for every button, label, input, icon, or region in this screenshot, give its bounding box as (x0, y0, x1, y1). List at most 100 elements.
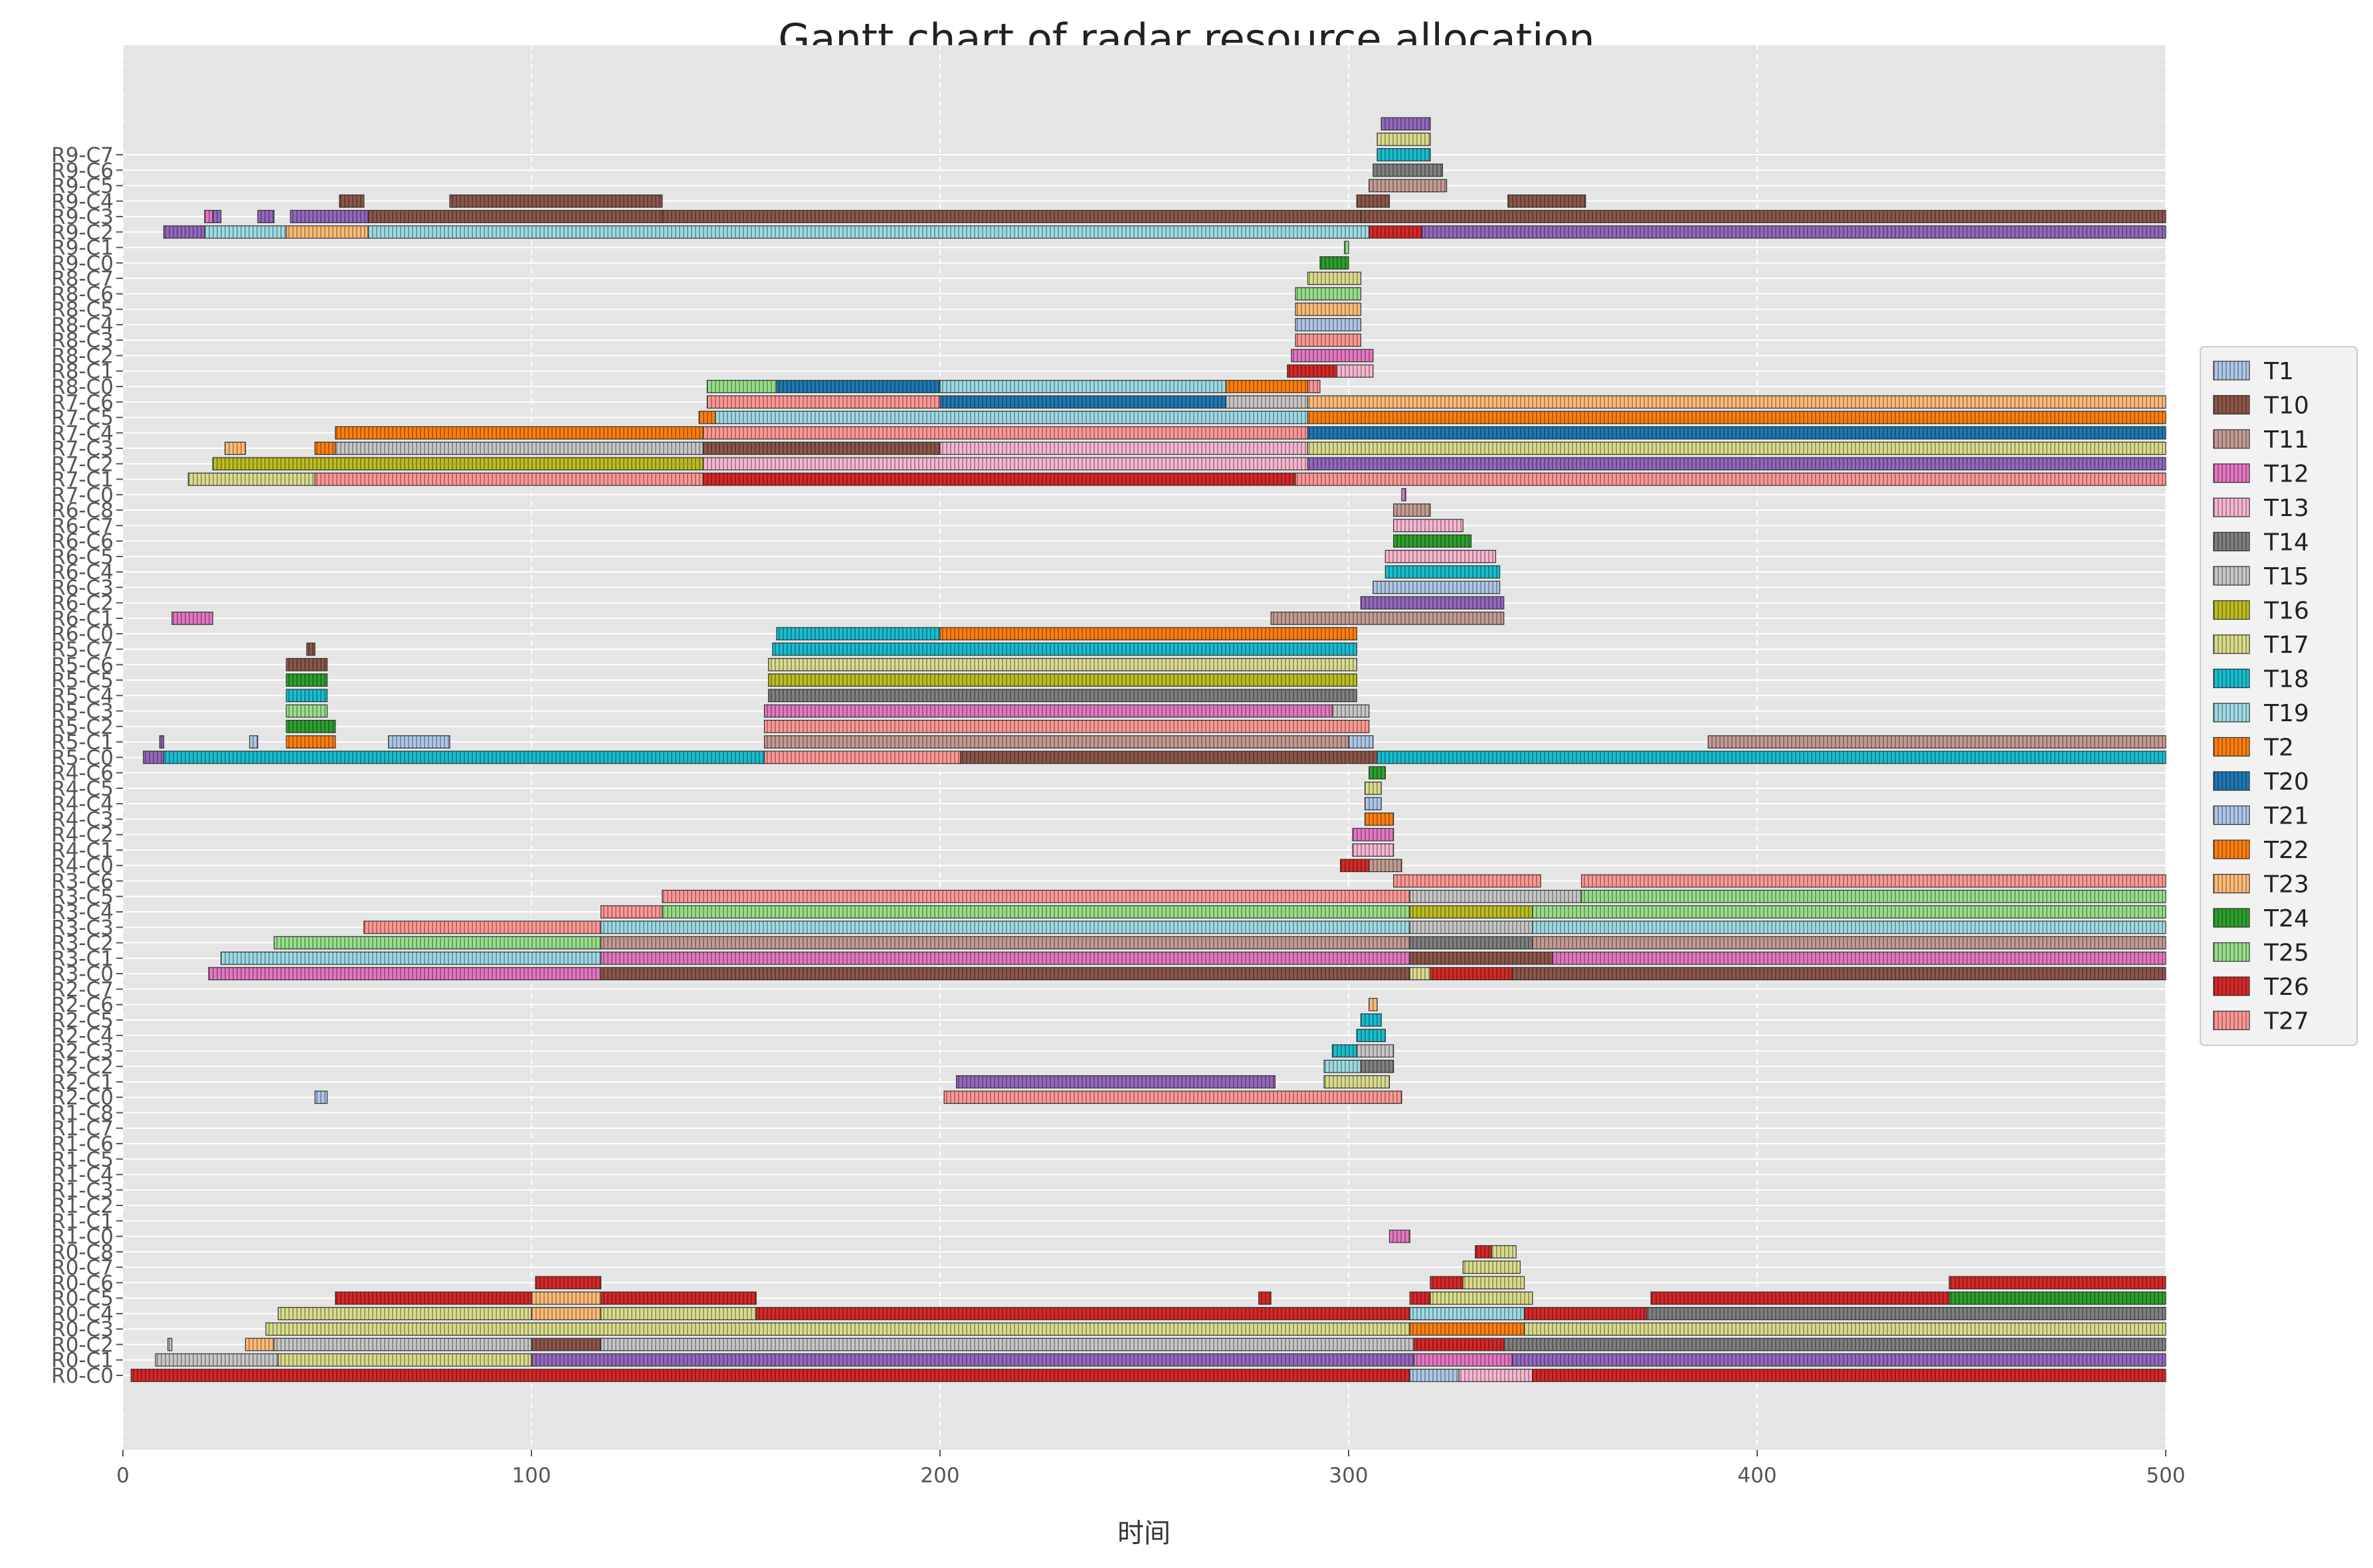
y-tick-label: R6-C6 (51, 530, 114, 554)
y-tick-label: R4-C6 (51, 762, 114, 786)
task-bar-hatch (1324, 1075, 1390, 1089)
task-bar-hatch (1393, 875, 1541, 887)
y-tick-label: R4-C0 (51, 854, 114, 878)
task-bar-hatch (1369, 859, 1402, 872)
task-bar-hatch (777, 380, 940, 393)
legend-entry-label: T20 (2263, 768, 2309, 796)
task-bar-hatch (703, 426, 1308, 440)
y-tick-label: R2-C0 (51, 1086, 114, 1110)
y-tick-label: R6-C2 (51, 592, 114, 616)
y-tick-label: R4-C5 (51, 777, 114, 801)
task-bar-hatch (764, 735, 1349, 748)
task-bar-hatch (1524, 1322, 2166, 1336)
task-bar-hatch (1430, 1292, 1533, 1304)
task-bar-hatch (245, 1338, 274, 1351)
y-tick-label: R7-C0 (51, 483, 114, 507)
y-tick-label: R1-C8 (51, 1101, 114, 1125)
task-bar-hatch (1553, 952, 2166, 965)
task-bar-hatch (703, 442, 940, 455)
task-bar-hatch (286, 226, 368, 238)
task-bar-hatch (940, 380, 1226, 393)
task-bar-hatch (703, 473, 1296, 485)
task-bar-hatch (1332, 1045, 1357, 1057)
legend-swatch-hatch (2214, 430, 2249, 448)
task-bar-hatch (1410, 952, 1553, 965)
y-tick-label: R0-C0 (51, 1364, 114, 1388)
task-bar-hatch (535, 1276, 601, 1289)
y-tick-label: R3-C0 (51, 962, 114, 986)
task-bar-hatch (764, 705, 1333, 717)
y-tick-label: R3-C4 (51, 901, 114, 924)
task-bar-hatch (1503, 1338, 2166, 1351)
task-bar-hatch (1295, 473, 2166, 485)
task-bar-hatch (315, 473, 704, 485)
task-bar-hatch (1365, 797, 1382, 810)
y-tick-label: R9-C6 (51, 159, 114, 183)
y-tick-label: R2-C6 (51, 994, 114, 1017)
task-bar-hatch (1349, 735, 1373, 748)
task-bar-hatch (1353, 843, 1394, 857)
y-tick-label: R2-C3 (51, 1039, 114, 1063)
y-tick-label: R1-C7 (51, 1117, 114, 1141)
y-tick-label: R2-C4 (51, 1024, 114, 1048)
task-bar-hatch (940, 395, 1226, 408)
y-tick-label: R7-C3 (51, 437, 114, 461)
task-bar-hatch (1708, 735, 2166, 748)
y-tick-label: R4-C4 (51, 792, 114, 816)
task-bar-hatch (764, 751, 961, 764)
legend-entry-label: T14 (2263, 529, 2309, 557)
x-tick-label: 100 (512, 1464, 551, 1488)
y-tick-label: R1-C3 (51, 1179, 114, 1203)
task-bar-hatch (1475, 1245, 1492, 1259)
task-bar-hatch (940, 442, 1308, 455)
legend-swatch-hatch (2214, 703, 2249, 722)
task-bar-hatch (1258, 1292, 1272, 1304)
task-bar-hatch (1369, 179, 1447, 192)
task-bar-hatch (601, 905, 662, 918)
task-bar-hatch (286, 673, 328, 687)
task-bar-hatch (1373, 163, 1443, 177)
task-bar-hatch (1381, 118, 1430, 130)
task-bar-hatch (1369, 998, 1378, 1011)
y-tick-label: R5-C2 (51, 715, 114, 739)
task-bar-hatch (1287, 365, 1337, 378)
task-bar-hatch (1393, 503, 1430, 517)
task-bar-hatch (363, 920, 601, 934)
legend-swatch-hatch (2214, 909, 2249, 927)
y-tick-label: R0-C1 (51, 1349, 114, 1373)
task-bar-hatch (1410, 890, 1582, 903)
task-bar-hatch (1393, 535, 1471, 547)
task-bar-hatch (756, 1307, 1410, 1320)
task-bar-hatch (1319, 256, 1349, 270)
task-bar-hatch (286, 705, 328, 717)
task-bar-hatch (1385, 565, 1500, 578)
task-bar-hatch (1307, 395, 2166, 408)
y-tick-label: R5-C5 (51, 669, 114, 693)
task-bar-hatch (335, 1292, 531, 1304)
legend-entry-label: T13 (2263, 495, 2309, 522)
y-tick-label: R8-C0 (51, 375, 114, 399)
task-bar-hatch (1353, 828, 1394, 841)
y-tick-label: R5-C3 (51, 700, 114, 724)
task-bar-hatch (1357, 1045, 1394, 1057)
task-bar-hatch (1410, 967, 1430, 980)
task-bar-hatch (1361, 596, 1504, 610)
y-tick-label: R1-C1 (51, 1209, 114, 1233)
task-bar-hatch (274, 1338, 531, 1351)
task-bar-hatch (1377, 751, 2166, 764)
task-bar-hatch (1357, 1029, 1386, 1042)
legend-entry-label: T23 (2263, 871, 2309, 899)
task-bar-hatch (1532, 1369, 2166, 1382)
task-bar-hatch (1336, 365, 1373, 378)
task-bar-hatch (1410, 936, 1533, 949)
axes: 0 100 200 300 400 500R0-C0R0-C1R0-C2R0-C3R0-C… (51, 143, 2185, 1488)
y-tick-label: R0-C7 (51, 1256, 114, 1280)
task-bar-hatch (777, 627, 940, 640)
task-bar-hatch (960, 751, 1378, 764)
task-bar-hatch (1581, 875, 2166, 887)
y-tick-label: R8-C4 (51, 313, 114, 337)
y-tick-label: R6-C4 (51, 561, 114, 584)
y-tick-label: R8-C2 (51, 344, 114, 368)
legend-entry-label: T24 (2263, 905, 2309, 932)
task-bar-hatch (266, 1322, 1410, 1336)
